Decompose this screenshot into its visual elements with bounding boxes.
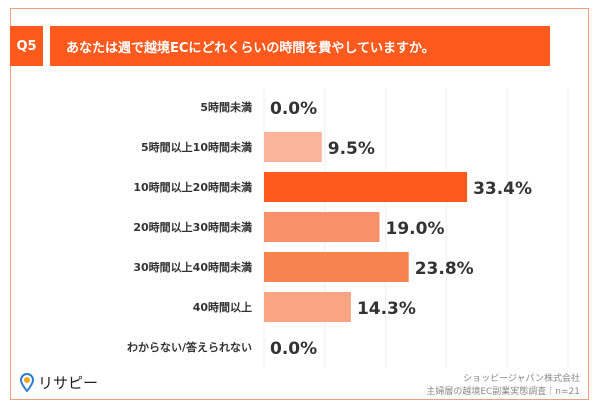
bar: [264, 292, 351, 322]
category-label: 20時間以上30時間未満: [133, 220, 252, 234]
category-label: 10時間以上20時間未満: [133, 180, 252, 194]
company-name: ショッピージャパン株式会社: [463, 374, 580, 384]
category-label: 40時間以上: [193, 300, 252, 314]
value-label: 19.0%: [386, 219, 445, 239]
logo: リサピー: [20, 372, 98, 393]
logo-text: リサピー: [38, 374, 99, 392]
value-label: 23.8%: [415, 259, 474, 279]
value-label: 14.3%: [357, 299, 416, 319]
category-label: 30時間以上40時間未満: [133, 260, 252, 274]
bar: [264, 252, 409, 282]
value-label: 9.5%: [328, 139, 375, 159]
value-label: 0.0%: [270, 339, 317, 359]
category-label: わからない/答えられない: [127, 340, 252, 354]
bar: [264, 212, 380, 242]
category-label: 5時間未満: [200, 100, 252, 114]
source-note: ショッピージャパン株式会社 主婦層の越境EC副業実態調査｜n=21: [426, 373, 580, 399]
question-number: Q5: [10, 26, 43, 66]
value-label: 33.4%: [473, 179, 532, 199]
bar: [264, 172, 468, 202]
question-title: あなたは週で越境ECにどれくらいの時間を費やしていますか。: [50, 26, 550, 66]
pin-icon: [20, 372, 34, 393]
survey-name: 主婦層の越境EC副業実態調査｜n=21: [426, 387, 580, 397]
chart-frame: [10, 8, 589, 400]
value-label: 0.0%: [270, 99, 317, 119]
bar: [264, 132, 322, 162]
category-label: 5時間以上10時間未満: [141, 140, 252, 154]
